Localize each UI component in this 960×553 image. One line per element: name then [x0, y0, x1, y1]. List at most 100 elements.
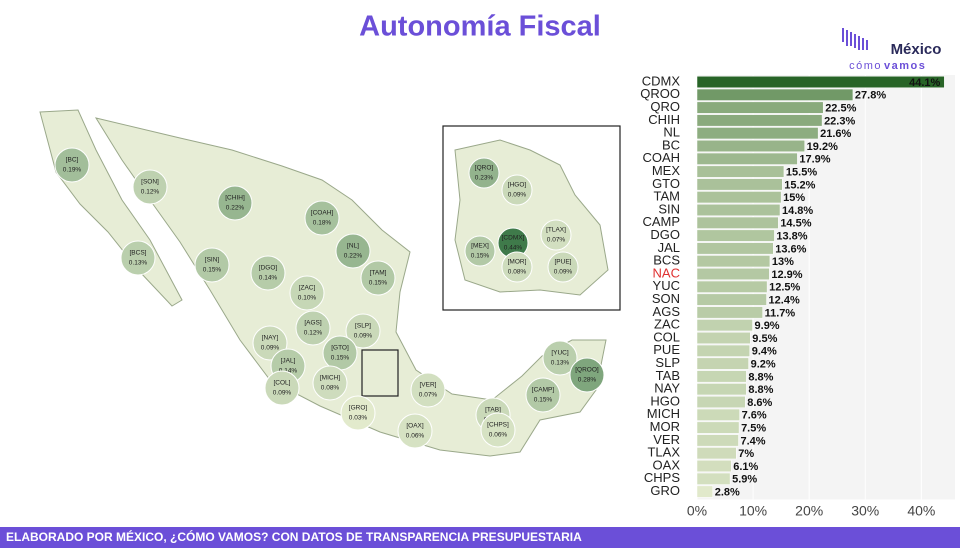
footer-band — [0, 527, 960, 548]
region-code: [CAMP] — [532, 387, 555, 394]
bar — [696, 76, 945, 88]
bar — [696, 408, 740, 421]
region-code: [PUE] — [555, 259, 572, 266]
bar — [696, 229, 775, 242]
region — [501, 174, 533, 206]
bar — [696, 152, 798, 165]
region-code: [COL] — [274, 380, 291, 387]
region-value: 0.14% — [259, 275, 278, 282]
value-label: 14.5% — [780, 218, 811, 230]
bar — [696, 383, 747, 396]
x-tick-label: 20% — [795, 503, 823, 519]
map-outline — [39, 109, 607, 457]
category-label: AGS — [653, 304, 681, 319]
region — [542, 340, 578, 376]
region-value: 0.22% — [226, 205, 245, 212]
bar — [696, 165, 785, 178]
logo-line2: cómo — [849, 60, 882, 72]
region-value: 0.15% — [534, 397, 553, 404]
category-label: NAY — [654, 381, 680, 396]
logo: México cómo vamos — [842, 28, 941, 72]
region-value: 0.10% — [298, 295, 317, 302]
category-label: TLAX — [647, 445, 680, 460]
region-code: [TAB] — [485, 407, 501, 414]
logo-line3: vamos — [884, 60, 926, 72]
region — [540, 219, 572, 251]
logo-line1: México — [891, 41, 942, 58]
region — [264, 370, 300, 406]
region — [397, 413, 433, 449]
region-value: 0.28% — [578, 377, 597, 384]
title: Autonomía Fiscal — [359, 11, 601, 43]
region-value: 0.09% — [261, 345, 280, 352]
region-value: 0.03% — [349, 415, 368, 422]
region — [120, 240, 156, 276]
bar — [696, 268, 770, 280]
category-label: SON — [652, 291, 680, 306]
value-label: 8.8% — [748, 371, 773, 383]
region-value: 0.09% — [354, 333, 373, 340]
region-value: 0.14% — [279, 368, 298, 375]
region-value: 0.06% — [406, 433, 425, 440]
value-label: 14.8% — [782, 205, 813, 217]
region-value: 0.07% — [547, 237, 566, 244]
region-code: [HGO] — [508, 182, 527, 189]
bar — [696, 280, 768, 293]
bar — [696, 127, 819, 140]
region-code: [CHPS] — [487, 422, 509, 429]
x-tick-label: 30% — [851, 503, 879, 519]
bar — [696, 88, 854, 101]
region-code: [JAL] — [281, 358, 296, 365]
value-label: 22.3% — [824, 115, 855, 127]
region — [468, 157, 500, 189]
category-label: CDMX — [642, 73, 681, 88]
bar — [696, 332, 751, 344]
region-code: [NL] — [347, 243, 359, 250]
category-label: BCS — [653, 253, 680, 268]
value-label: 13.8% — [776, 231, 807, 243]
value-label: 19.2% — [807, 141, 838, 153]
x-tick-label: 10% — [739, 503, 767, 519]
category-label: QRO — [650, 99, 680, 114]
category-label: NAC — [653, 265, 680, 280]
category-label: QROO — [640, 86, 680, 101]
region — [335, 233, 371, 269]
value-label: 9.9% — [755, 320, 780, 332]
region-code: [GRO] — [349, 405, 368, 412]
category-label: CHIH — [648, 112, 680, 127]
value-label: 9.2% — [751, 359, 776, 371]
region — [304, 200, 340, 236]
region — [322, 335, 358, 371]
inset-locator — [361, 349, 399, 397]
category-label: ZAC — [654, 317, 680, 332]
region-code: [MICH] — [320, 375, 340, 382]
value-label: 15.2% — [784, 179, 815, 191]
value-label: 13.6% — [775, 243, 806, 255]
map: [BC] 0.19% [SON] 0.12% [CHIH] 0.22% [COAH] 0.18… — [39, 109, 621, 457]
value-label: 15.5% — [786, 167, 817, 179]
region-value: 0.18% — [313, 220, 332, 227]
footer-text: ELABORADO POR MÉXICO, ¿CÓMO VAMOS? CON D… — [6, 529, 582, 544]
category-label: OAX — [653, 457, 681, 472]
bar — [696, 344, 750, 357]
region-code: [GTO] — [331, 345, 349, 352]
region-value: 0.07% — [419, 392, 438, 399]
category-label: COAH — [642, 150, 680, 165]
region-code: [TAM] — [370, 270, 387, 277]
region-value: 0.06% — [489, 432, 508, 439]
region-code: [SIN] — [205, 257, 220, 264]
bar — [696, 114, 823, 127]
value-label: 12.4% — [769, 295, 800, 307]
value-label: 8.6% — [747, 397, 772, 409]
region — [525, 377, 561, 413]
region-value: 0.13% — [551, 360, 570, 367]
x-tick-label: 0% — [687, 503, 707, 519]
region — [217, 185, 253, 221]
category-label: TAB — [656, 368, 680, 383]
region — [340, 395, 376, 431]
category-label: HGO — [650, 393, 680, 408]
bar — [696, 255, 771, 268]
category-label: COL — [653, 329, 680, 344]
value-label: 27.8% — [855, 90, 886, 102]
category-label: CAMP — [642, 214, 680, 229]
